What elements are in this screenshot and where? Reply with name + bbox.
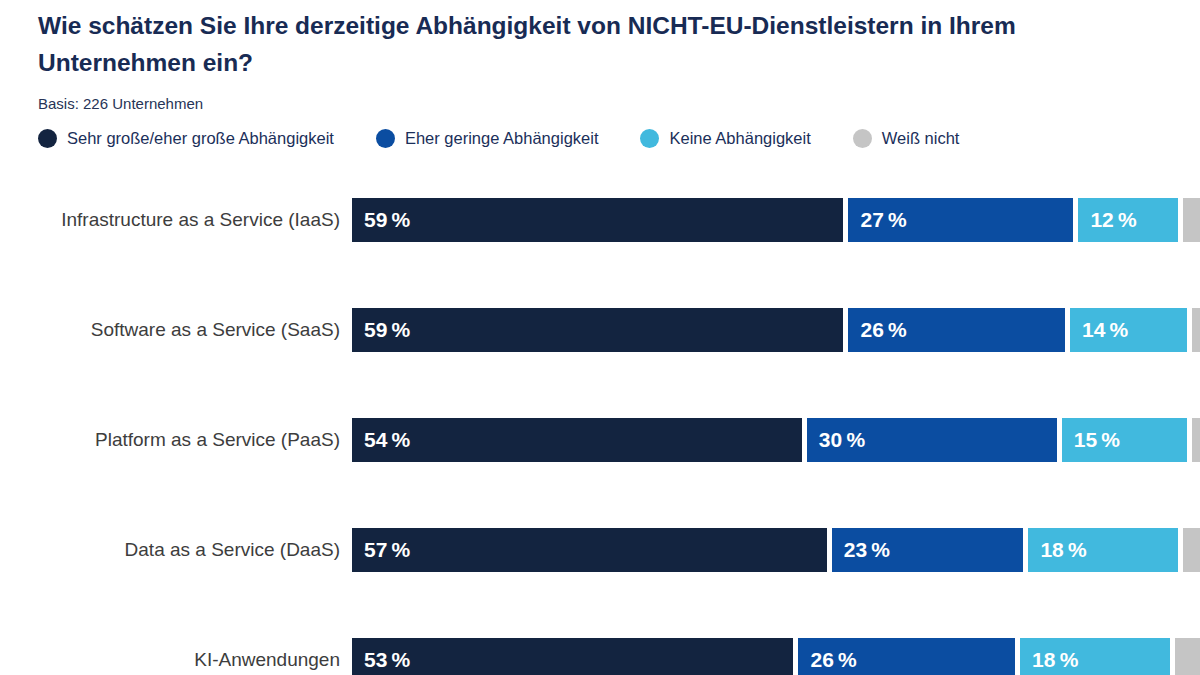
bar-segment-keine: 18 %: [1028, 528, 1178, 572]
bar-segment-sehr-grosse: 53 %: [352, 638, 793, 675]
segment-value: 59 %: [364, 208, 410, 232]
bar-segment-keine: 18 %: [1020, 638, 1170, 675]
bar-segment-weiss-nicht: [1183, 198, 1200, 242]
segment-value: 30 %: [819, 428, 865, 452]
stacked-bar: 59 % 27 % 12 %: [352, 198, 1200, 242]
bar-segment-sehr-grosse: 59 %: [352, 308, 843, 352]
stacked-bar: 57 % 23 % 18 %: [352, 528, 1200, 572]
segment-value: 53 %: [364, 648, 410, 672]
chart-row-ki: KI-Anwendungen 53 % 26 % 18 %: [0, 638, 1200, 675]
stacked-bar: 53 % 26 % 18 %: [352, 638, 1200, 675]
bar-segment-weiss-nicht: [1192, 418, 1200, 462]
category-label: Software as a Service (SaaS): [0, 308, 352, 352]
bar-segment-weiss-nicht: [1175, 638, 1200, 675]
legend-label: Keine Abhängigkeit: [669, 129, 810, 148]
segment-value: 26 %: [860, 318, 906, 342]
segment-value: 26 %: [810, 648, 856, 672]
stacked-bar: 59 % 26 % 14 %: [352, 308, 1200, 352]
legend-label: Sehr große/eher große Abhängigkeit: [67, 129, 334, 148]
basis-note: Basis: 226 Unternehmen: [38, 95, 1200, 112]
bar-segment-eher-geringe: 26 %: [848, 308, 1065, 352]
bar-segment-eher-geringe: 23 %: [832, 528, 1024, 572]
legend: Sehr große/eher große Abhängigkeit Eher …: [38, 129, 1200, 148]
segment-value: 23 %: [844, 538, 890, 562]
category-label: Data as a Service (DaaS): [0, 528, 352, 572]
page-title: Wie schätzen Sie Ihre derzeitige Abhängi…: [38, 7, 1140, 81]
segment-value: 12 %: [1090, 208, 1136, 232]
segment-value: 54 %: [364, 428, 410, 452]
legend-dot-icon: [640, 129, 659, 148]
legend-label: Weiß nicht: [882, 129, 960, 148]
segment-value: 18 %: [1032, 648, 1078, 672]
bar-segment-weiss-nicht: [1183, 528, 1200, 572]
legend-label: Eher geringe Abhängigkeit: [405, 129, 599, 148]
chart-row-saas: Software as a Service (SaaS) 59 % 26 % 1…: [0, 308, 1200, 352]
chart-row-daas: Data as a Service (DaaS) 57 % 23 % 18 %: [0, 528, 1200, 572]
stacked-bar-chart: Infrastructure as a Service (IaaS) 59 % …: [0, 198, 1200, 675]
bar-segment-keine: 15 %: [1062, 418, 1187, 462]
segment-value: 27 %: [860, 208, 906, 232]
bar-segment-eher-geringe: 30 %: [807, 418, 1057, 462]
bar-segment-keine: 14 %: [1070, 308, 1187, 352]
category-label: KI-Anwendungen: [0, 638, 352, 675]
legend-item-eher-geringe: Eher geringe Abhängigkeit: [376, 129, 599, 148]
chart-row-iaas: Infrastructure as a Service (IaaS) 59 % …: [0, 198, 1200, 242]
legend-dot-icon: [38, 129, 57, 148]
segment-value: 57 %: [364, 538, 410, 562]
category-label: Infrastructure as a Service (IaaS): [0, 198, 352, 242]
legend-item-keine: Keine Abhängigkeit: [640, 129, 810, 148]
stacked-bar: 54 % 30 % 15 %: [352, 418, 1200, 462]
segment-value: 59 %: [364, 318, 410, 342]
legend-item-sehr-grosse: Sehr große/eher große Abhängigkeit: [38, 129, 334, 148]
chart-page: Wie schätzen Sie Ihre derzeitige Abhängi…: [0, 7, 1200, 675]
bar-segment-eher-geringe: 26 %: [798, 638, 1015, 675]
bar-segment-keine: 12 %: [1078, 198, 1178, 242]
segment-value: 18 %: [1040, 538, 1086, 562]
chart-row-paas: Platform as a Service (PaaS) 54 % 30 % 1…: [0, 418, 1200, 462]
bar-segment-sehr-grosse: 54 %: [352, 418, 802, 462]
legend-dot-icon: [853, 129, 872, 148]
category-label: Platform as a Service (PaaS): [0, 418, 352, 462]
legend-dot-icon: [376, 129, 395, 148]
bar-segment-weiss-nicht: [1192, 308, 1200, 352]
bar-segment-sehr-grosse: 59 %: [352, 198, 843, 242]
bar-segment-eher-geringe: 27 %: [848, 198, 1073, 242]
bar-segment-sehr-grosse: 57 %: [352, 528, 827, 572]
segment-value: 14 %: [1082, 318, 1128, 342]
segment-value: 15 %: [1074, 428, 1120, 452]
legend-item-weiss-nicht: Weiß nicht: [853, 129, 960, 148]
